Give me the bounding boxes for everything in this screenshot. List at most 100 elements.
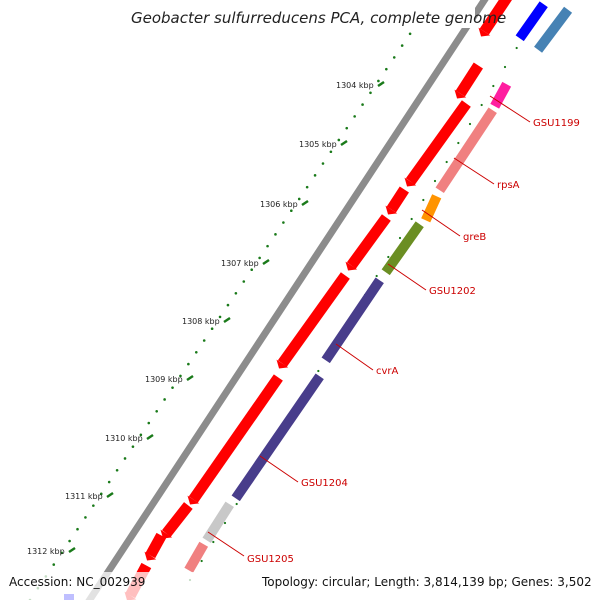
kbp-tick-mark <box>301 199 309 207</box>
kbp-dot <box>369 91 372 95</box>
inner-dot <box>200 559 203 563</box>
kbp-dot <box>194 350 198 354</box>
kbp-tick-label: 1306 kbp <box>260 200 298 209</box>
inner-dot <box>410 217 413 221</box>
kbp-dot <box>329 150 333 154</box>
kbp-tick-label: 1312 kbp <box>27 547 65 556</box>
forward-cds-arrow-arrowhead <box>187 495 200 505</box>
top-steel-cds <box>534 6 573 53</box>
kbp-dot <box>353 115 356 118</box>
accession-text: Accession: NC_002939 <box>9 575 145 589</box>
kbp-dot <box>226 303 230 307</box>
cds-features <box>64 0 573 600</box>
kbp-dot <box>361 103 364 106</box>
forward-cds-arrow-arrowhead <box>160 529 173 539</box>
forward-cds-arrow <box>386 186 409 213</box>
kbp-dot <box>115 468 119 472</box>
kbp-dot <box>84 516 87 519</box>
inner-dot <box>468 122 472 126</box>
gene-leader-line <box>335 343 374 371</box>
GSU1202-cds <box>381 221 424 276</box>
gene-label-GSU1204: GSU1204 <box>301 478 348 489</box>
inner-dot <box>515 46 518 50</box>
inner-dot <box>212 540 215 544</box>
forward-cds-arrow-arrowhead <box>276 359 289 369</box>
kbp-dot <box>155 409 158 413</box>
kbp-tick-label: 1307 kbp <box>221 259 259 268</box>
GSU1204-cds <box>231 373 324 502</box>
forward-cds-arrow <box>277 272 350 367</box>
kbp-dot <box>305 185 309 189</box>
kbp-dot <box>171 386 174 389</box>
kbp-dot <box>345 126 349 130</box>
kbp-dot <box>210 327 214 330</box>
rpsA-cds <box>435 107 497 194</box>
kbp-dot <box>187 362 190 366</box>
inner-dot <box>235 502 238 506</box>
gene-leader-line <box>387 263 427 291</box>
title-background <box>125 6 475 28</box>
inner-dot <box>503 65 507 69</box>
kbp-tick-mark <box>146 433 154 441</box>
kbp-tick-label: 1309 kbp <box>145 375 183 384</box>
forward-cds-arrow <box>405 100 471 185</box>
kbp-dot <box>68 539 71 543</box>
forward-cds-arrow-arrowhead <box>144 551 157 561</box>
forward-cds-arrow-arrowhead <box>478 27 491 37</box>
forward-cds-arrow-arrowhead <box>404 177 417 187</box>
kbp-dot <box>234 292 238 295</box>
backbone-line <box>85 0 489 600</box>
inner-dot <box>433 179 437 183</box>
kbp-dot <box>163 398 166 401</box>
kbp-dot <box>400 44 404 47</box>
inner-dot <box>317 369 320 373</box>
kbp-dot <box>147 421 151 425</box>
kbp-dot <box>282 221 285 224</box>
genome-summary-text: Topology: circular; Length: 3,814,139 bp… <box>261 575 592 589</box>
gene-leader-line <box>489 95 531 123</box>
forward-cds-arrow <box>346 214 391 269</box>
tick-labels: 1304 kbp 1305 kbp 1306 kbp 1307 kbp 1308 kbp… <box>27 81 374 556</box>
kbp-tick-mark <box>377 80 385 88</box>
kbp-dot <box>92 504 95 507</box>
forward-cds-arrow <box>479 0 512 35</box>
kbp-dot <box>60 551 63 555</box>
kbp-dot <box>392 56 396 59</box>
forward-cds-arrow <box>162 502 193 537</box>
footer-background <box>0 572 600 600</box>
gene-leader-line <box>259 455 299 483</box>
kbp-dot <box>52 563 56 566</box>
gene-label-cvrA: cvrA <box>376 366 399 377</box>
forward-cds-arrow <box>188 374 283 503</box>
gene-leader-line <box>421 209 461 237</box>
gene-label-GSU1205: GSU1205 <box>247 554 294 565</box>
kbp-dot <box>337 138 341 142</box>
kbp-dot <box>131 445 135 448</box>
GSU1199-upstream-cds <box>515 1 548 42</box>
kbp-dot <box>250 268 254 272</box>
inner-dot <box>398 236 402 240</box>
kbp-dot <box>313 174 317 177</box>
kbp-dot <box>179 374 182 378</box>
forward-cds-arrow <box>455 62 483 97</box>
inner-dot <box>445 160 448 164</box>
inner-dot <box>480 103 483 107</box>
kbp-dot <box>297 197 301 201</box>
kbp-tick-mark <box>186 374 194 382</box>
inner-dot <box>492 84 495 88</box>
kbp-tick-label: 1311 kbp <box>65 492 103 501</box>
gene-label-rpsA: rpsA <box>497 180 520 191</box>
GSU1205-adjacent-cds <box>184 541 209 573</box>
kbp-tick-label: 1308 kbp <box>182 317 220 326</box>
forward-cds-arrow <box>145 532 167 559</box>
forward-cds-arrow-arrowhead <box>385 205 398 215</box>
GSU1199-cds <box>490 81 512 109</box>
kbp-dot <box>377 79 380 83</box>
kbp-dot <box>258 256 261 260</box>
kbp-dot <box>290 209 293 213</box>
kbp-dot <box>99 492 103 496</box>
gene-label-GSU1199: GSU1199 <box>533 118 580 129</box>
kbp-dot <box>218 315 222 319</box>
gene-label-greB: greB <box>463 232 486 243</box>
